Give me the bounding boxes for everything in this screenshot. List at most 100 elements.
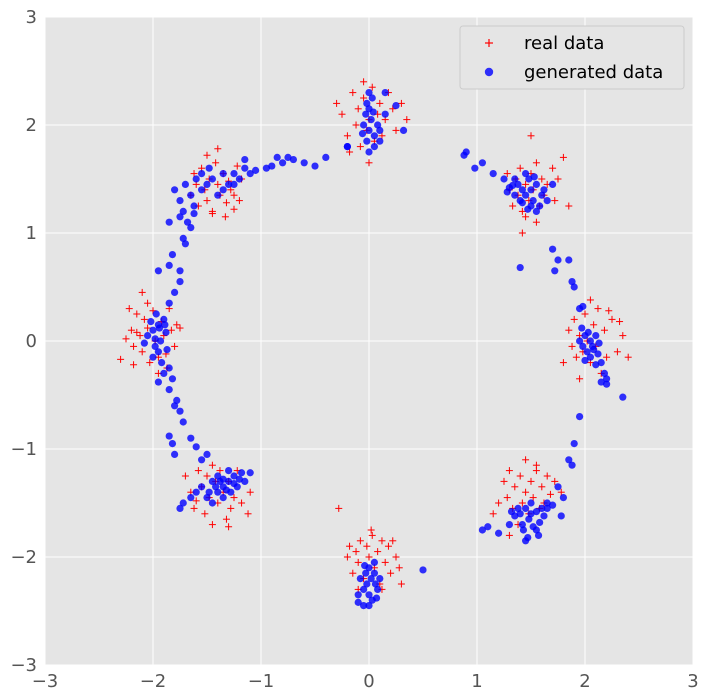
generated-data-point bbox=[579, 302, 587, 311]
generated-data-point bbox=[154, 348, 162, 356]
real-data-point bbox=[125, 305, 133, 313]
generated-data-point bbox=[358, 130, 367, 138]
generated-data-point bbox=[376, 137, 384, 145]
generated-data-point bbox=[181, 180, 189, 188]
real-data-point bbox=[527, 477, 535, 485]
real-data-point bbox=[238, 499, 246, 507]
real-data-point bbox=[363, 542, 371, 550]
generated-data-point bbox=[208, 477, 216, 485]
generated-data-point bbox=[198, 170, 206, 178]
generated-data-point bbox=[144, 332, 152, 340]
real-data-point bbox=[222, 515, 230, 523]
generated-data-point bbox=[586, 353, 595, 361]
generated-data-point bbox=[160, 315, 168, 323]
generated-data-point bbox=[158, 359, 166, 367]
real-data-point bbox=[565, 326, 573, 334]
legend-marker-real-data bbox=[485, 39, 493, 47]
real-data-point bbox=[516, 472, 524, 480]
generated-data-point bbox=[354, 591, 362, 599]
generated-data-point bbox=[367, 116, 375, 124]
generated-data-point bbox=[219, 186, 227, 194]
generated-data-point bbox=[176, 504, 184, 512]
real-data-point bbox=[570, 315, 578, 323]
real-data-point bbox=[230, 205, 238, 213]
generated-data-series bbox=[140, 89, 627, 610]
real-data-point bbox=[130, 342, 138, 350]
real-data-point bbox=[144, 299, 152, 307]
axis-tick-labels: −3 −2 −1 0 1 2 3 −3 −2 −1 0 1 2 3 bbox=[10, 7, 698, 692]
generated-data-point bbox=[356, 575, 364, 583]
generated-data-point bbox=[522, 537, 530, 545]
generated-data-point bbox=[370, 569, 378, 577]
real-data-point bbox=[173, 321, 181, 329]
real-data-point bbox=[235, 197, 243, 205]
generated-data-point bbox=[576, 337, 584, 345]
generated-data-point bbox=[549, 245, 557, 253]
generated-data-point bbox=[516, 263, 524, 272]
real-data-point bbox=[117, 355, 125, 363]
generated-data-point bbox=[262, 164, 270, 172]
real-data-point bbox=[384, 542, 392, 550]
generated-data-point bbox=[365, 591, 373, 599]
generated-data-point bbox=[471, 164, 479, 172]
real-data-point bbox=[130, 361, 138, 369]
generated-data-point bbox=[198, 186, 206, 194]
real-data-point bbox=[167, 326, 175, 334]
generated-data-point bbox=[525, 515, 533, 523]
real-data-point bbox=[568, 342, 576, 350]
real-data-point bbox=[338, 110, 346, 118]
real-data-point bbox=[503, 494, 511, 502]
generated-data-point bbox=[219, 170, 227, 178]
generated-data-point bbox=[372, 594, 381, 602]
real-data-point bbox=[378, 537, 386, 545]
real-data-point bbox=[532, 159, 540, 167]
generated-data-point bbox=[203, 450, 211, 458]
y-tick-label: 3 bbox=[26, 7, 37, 28]
real-data-point bbox=[171, 342, 179, 350]
generated-data-point bbox=[522, 191, 530, 199]
generated-data-point bbox=[399, 126, 408, 134]
real-data-point bbox=[376, 99, 384, 107]
generated-data-point bbox=[374, 121, 382, 129]
generated-data-point bbox=[165, 432, 173, 440]
generated-data-point bbox=[171, 186, 179, 194]
generated-data-point bbox=[500, 175, 508, 183]
generated-data-point bbox=[149, 353, 157, 361]
generated-data-point bbox=[374, 585, 382, 594]
real-data-point bbox=[613, 348, 621, 356]
real-data-point bbox=[554, 175, 562, 183]
generated-data-point bbox=[489, 170, 497, 178]
real-data-point bbox=[368, 83, 376, 91]
real-data-point bbox=[608, 315, 616, 323]
generated-data-point bbox=[161, 321, 169, 329]
generated-data-point bbox=[219, 475, 227, 483]
generated-data-point bbox=[365, 126, 373, 134]
generated-data-point bbox=[584, 328, 592, 336]
real-data-point bbox=[538, 175, 546, 183]
x-tick-label: 2 bbox=[579, 671, 590, 692]
generated-data-point bbox=[187, 434, 195, 442]
x-tick-label: −2 bbox=[140, 671, 167, 692]
generated-data-point bbox=[230, 479, 238, 488]
generated-data-point bbox=[365, 148, 373, 156]
generated-data-point bbox=[181, 240, 189, 248]
generated-data-point bbox=[179, 207, 187, 215]
generated-data-point bbox=[208, 175, 216, 183]
real-data-point bbox=[190, 504, 198, 512]
real-data-point bbox=[551, 477, 559, 485]
generated-data-point bbox=[171, 450, 179, 458]
generated-data-point bbox=[362, 110, 370, 118]
real-data-point bbox=[374, 548, 382, 556]
real-data-point bbox=[244, 510, 252, 518]
real-data-point bbox=[360, 94, 368, 102]
generated-data-point bbox=[371, 580, 380, 588]
real-data-point bbox=[605, 307, 613, 315]
generated-data-point bbox=[367, 575, 375, 583]
generated-data-point bbox=[360, 585, 368, 594]
generated-data-point bbox=[198, 456, 206, 464]
real-data-point bbox=[127, 326, 135, 334]
generated-data-point bbox=[155, 324, 164, 332]
real-data-point bbox=[140, 315, 148, 323]
real-data-point bbox=[603, 353, 611, 361]
generated-data-point bbox=[536, 202, 544, 210]
